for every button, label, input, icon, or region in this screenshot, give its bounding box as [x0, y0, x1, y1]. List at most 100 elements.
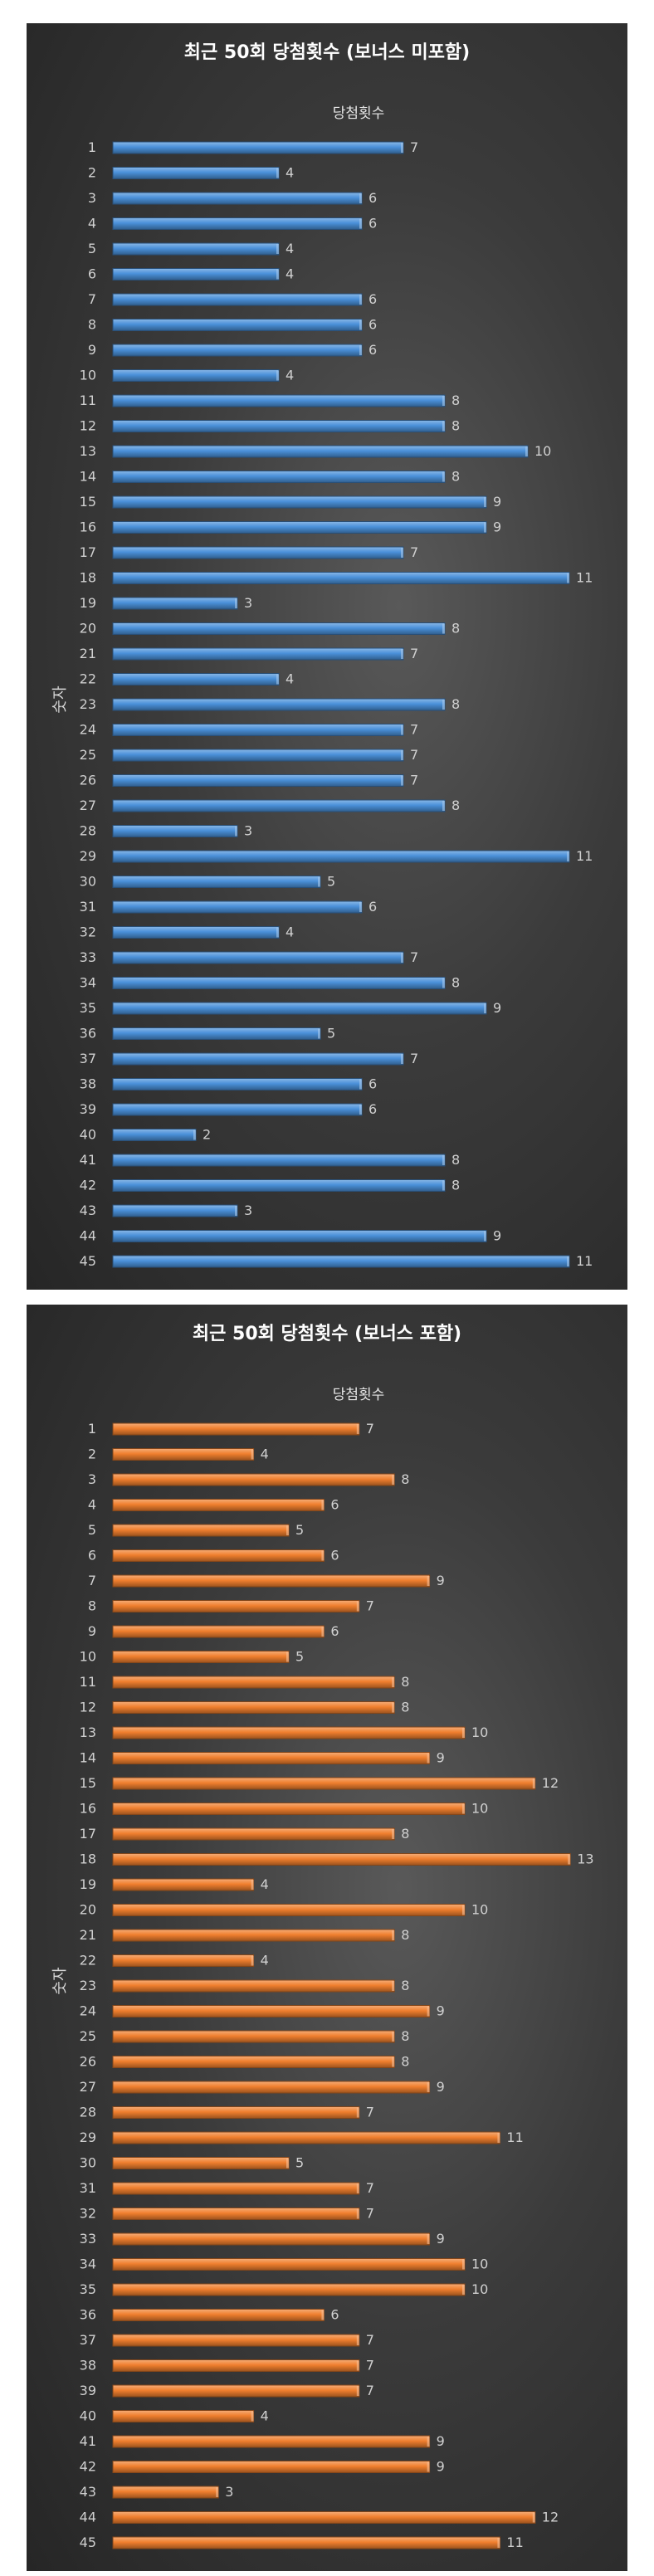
- bar-highlight: [401, 775, 403, 786]
- y-tick-label: 28: [80, 823, 96, 839]
- bar: [112, 1600, 360, 1612]
- y-tick-label: 43: [80, 2484, 96, 2500]
- data-label: 9: [437, 2433, 445, 2449]
- chart-title: 최근 50회 당첨횟수 (보너스 미포함): [184, 42, 470, 63]
- data-label: 4: [286, 925, 294, 940]
- bar-highlight: [392, 1677, 395, 1687]
- bar-highlight: [462, 2285, 465, 2295]
- bar: [112, 1651, 290, 1663]
- bar-highlight: [276, 370, 279, 381]
- y-tick-label: 10: [80, 1649, 96, 1665]
- data-label: 4: [286, 368, 294, 383]
- data-label: 3: [244, 1203, 252, 1218]
- data-label: 7: [410, 949, 418, 965]
- bar: [112, 1701, 395, 1714]
- bar: [112, 1625, 325, 1638]
- data-label: 8: [451, 975, 460, 991]
- data-label: 4: [261, 2408, 269, 2424]
- y-tick-label: 11: [80, 393, 96, 408]
- data-label: 6: [368, 1076, 377, 1092]
- y-tick-label: 24: [80, 2003, 96, 2019]
- bar: [112, 1499, 325, 1511]
- data-label: 7: [410, 646, 418, 661]
- bar-highlight: [532, 2512, 535, 2523]
- data-label: 7: [410, 747, 418, 763]
- data-label: 9: [437, 2231, 445, 2247]
- bar: [112, 2182, 360, 2195]
- bar: [112, 647, 404, 661]
- data-label: 4: [286, 165, 294, 181]
- data-label: 6: [368, 317, 377, 333]
- y-tick-label: 33: [80, 2231, 96, 2247]
- bar: [112, 724, 404, 736]
- bar: [112, 1473, 395, 1486]
- y-tick-label: 11: [80, 1674, 96, 1690]
- bar: [112, 1954, 255, 1967]
- bar: [112, 2384, 360, 2398]
- data-label: 6: [330, 2307, 339, 2323]
- bar: [112, 850, 570, 863]
- data-label: 8: [451, 621, 460, 637]
- bar-highlight: [286, 1525, 289, 1535]
- bar-highlight: [359, 193, 362, 203]
- bar-highlight: [442, 1155, 445, 1165]
- bar: [112, 1129, 197, 1141]
- bar-highlight: [276, 168, 279, 178]
- bar: [112, 900, 363, 914]
- y-tick-label: 17: [80, 1826, 96, 1842]
- y-tick-label: 35: [80, 2281, 96, 2297]
- data-label: 10: [471, 2281, 488, 2297]
- y-tick-label: 12: [80, 1700, 96, 1715]
- data-label: 11: [506, 2535, 523, 2550]
- data-label: 6: [330, 1623, 339, 1639]
- bar: [112, 926, 280, 939]
- data-label: 8: [451, 393, 460, 408]
- y-tick-label: 45: [80, 1253, 96, 1269]
- y-tick-label: 26: [80, 773, 96, 788]
- data-label: 7: [410, 1051, 418, 1066]
- bar-highlight: [359, 1105, 362, 1115]
- data-label: 7: [366, 1598, 374, 1614]
- bar-highlight: [392, 1930, 395, 1940]
- y-tick-label: 37: [80, 1051, 96, 1066]
- bar: [112, 420, 446, 432]
- bar: [112, 2461, 431, 2473]
- bar-highlight: [442, 1180, 445, 1191]
- bar: [112, 546, 404, 559]
- y-tick-label: 36: [80, 2307, 96, 2323]
- bar-highlight: [427, 2234, 430, 2244]
- bar: [112, 1002, 487, 1015]
- bar-highlight: [497, 2133, 500, 2143]
- data-label: 7: [366, 2180, 374, 2196]
- bar-highlight: [442, 700, 445, 710]
- bar-highlight: [427, 2437, 430, 2447]
- data-label: 7: [410, 722, 418, 738]
- data-label: 9: [437, 2003, 445, 2019]
- y-tick-label: 4: [88, 1497, 96, 1513]
- data-label: 5: [295, 1649, 304, 1665]
- bar-highlight: [251, 1880, 254, 1890]
- y-tick-label: 20: [80, 1902, 96, 1918]
- bar: [112, 1676, 395, 1689]
- data-label: 8: [401, 2028, 409, 2044]
- y-tick-label: 13: [80, 443, 96, 459]
- data-label: 7: [410, 139, 418, 155]
- y-tick-label: 10: [80, 368, 96, 383]
- y-tick-label: 38: [80, 1076, 96, 1092]
- data-label: 5: [295, 2155, 304, 2171]
- bar: [112, 1027, 321, 1040]
- bar-highlight: [251, 1955, 254, 1966]
- data-label: 3: [244, 595, 252, 611]
- data-label: 11: [506, 2130, 523, 2145]
- data-label: 13: [577, 1852, 593, 1867]
- bar: [112, 344, 363, 357]
- bar: [112, 2486, 219, 2499]
- data-label: 8: [401, 1700, 409, 1715]
- data-label: 7: [410, 773, 418, 788]
- bar: [112, 977, 446, 989]
- data-label: 8: [401, 2054, 409, 2070]
- y-tick-label: 25: [80, 2028, 96, 2044]
- bar: [112, 521, 487, 534]
- bar-highlight: [251, 2411, 254, 2422]
- bar: [112, 2283, 466, 2296]
